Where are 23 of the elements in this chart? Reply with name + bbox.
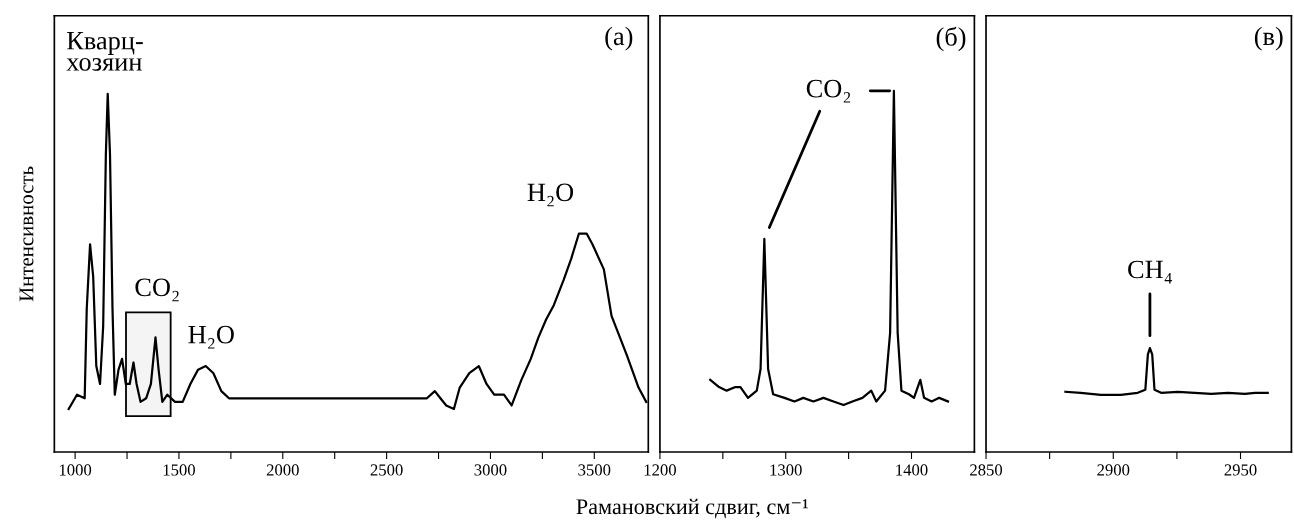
annotation: CH₄ (1128, 260, 1172, 284)
x-tick-label: 1000 (59, 464, 92, 476)
x-tick-label: 2000 (266, 464, 299, 476)
x-tick-label: 1400 (896, 464, 928, 476)
x-tick-label: 2850 (970, 464, 1003, 476)
x-tick-label: 2900 (1097, 464, 1130, 476)
text: (б) (936, 26, 966, 52)
text: (а) (605, 26, 633, 51)
x-tick-label: 3500 (578, 464, 611, 476)
x-tick-label: 1300 (770, 464, 802, 476)
y-axis-title: Интенсивность (19, 166, 34, 302)
band-label: CO₂ (135, 278, 179, 302)
annotation: H₂O (188, 325, 234, 349)
text: Кварц- хозяин (66, 32, 143, 71)
text: (в) (1254, 26, 1283, 51)
x-tick-label: 1200 (644, 464, 676, 476)
x-tick-label: 3000 (474, 464, 507, 476)
x-tick-label: 2500 (370, 464, 403, 476)
annotation: H₂O (527, 183, 574, 207)
x-tick-label: 1500 (163, 464, 195, 476)
x-axis-title: Рамановский сдвиг, см⁻¹ (576, 498, 808, 519)
x-tick-label: 2950 (1224, 464, 1257, 476)
annotation: CO₂ (806, 79, 851, 103)
